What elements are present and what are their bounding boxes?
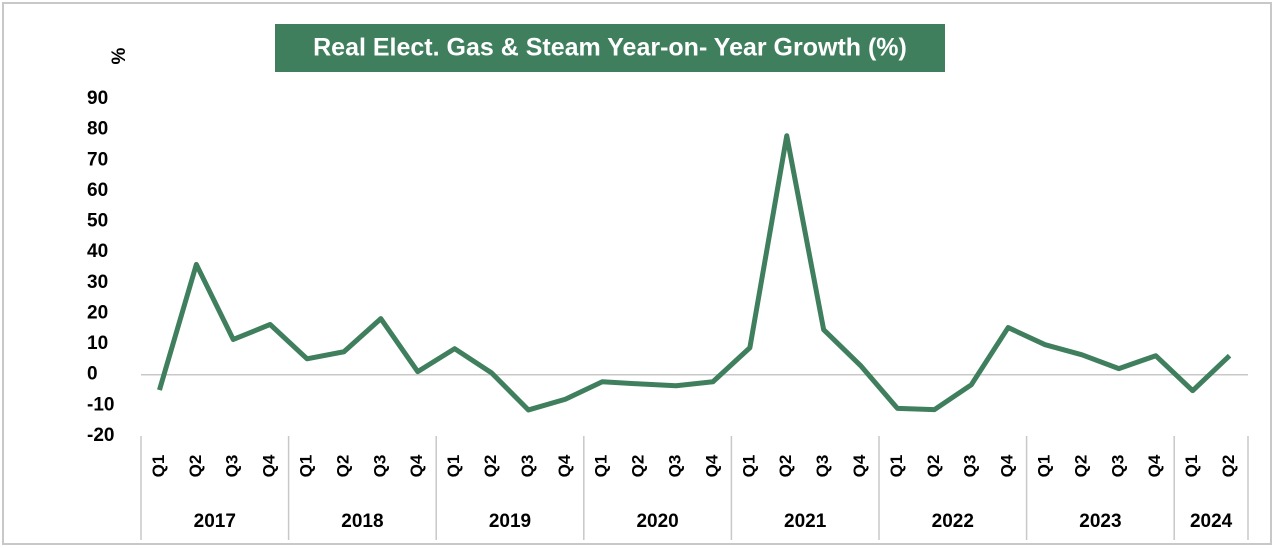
- y-tick-label: -20: [87, 425, 114, 446]
- x-tick-label: Q1: [149, 455, 168, 478]
- x-tick-label: Q1: [1035, 455, 1054, 478]
- x-tick-label: Q2: [333, 455, 352, 478]
- x-tick-label: Q1: [297, 455, 316, 478]
- y-tick-label: 50: [87, 211, 108, 232]
- x-tick-label: Q3: [666, 455, 685, 478]
- y-tick-label: 70: [87, 149, 108, 170]
- x-tick-label: Q1: [1182, 455, 1201, 478]
- y-tick-label: 10: [87, 333, 108, 354]
- x-tick-label: Q4: [260, 454, 279, 477]
- group-label: 2022: [932, 511, 974, 532]
- x-tick-label: Q3: [370, 455, 389, 478]
- group-label: 2023: [1079, 511, 1121, 532]
- x-tick-label: Q1: [739, 455, 758, 478]
- x-tick-label: Q1: [592, 455, 611, 478]
- x-tick-label: Q2: [481, 455, 500, 478]
- group-label: 2021: [784, 511, 827, 532]
- x-tick-label: Q3: [223, 455, 242, 478]
- x-tick-label: Q1: [887, 455, 906, 478]
- y-tick-label: 30: [87, 272, 108, 293]
- x-tick-label: Q4: [555, 454, 574, 477]
- x-tick-label: Q3: [961, 455, 980, 478]
- x-tick-label: Q2: [186, 455, 205, 478]
- x-tick-label: Q4: [407, 454, 426, 477]
- x-tick-label: Q4: [1145, 454, 1164, 477]
- y-tick-label: 40: [87, 241, 108, 262]
- x-tick-label: Q4: [998, 454, 1017, 477]
- group-label: 2020: [636, 511, 678, 532]
- y-tick-label: 80: [87, 119, 108, 140]
- y-axis-label: %: [109, 47, 130, 64]
- x-tick-label: Q2: [1071, 455, 1090, 478]
- y-tick-label: 90: [87, 88, 108, 109]
- y-tick-label: 0: [87, 364, 98, 385]
- y-tick-label: 20: [87, 302, 108, 323]
- x-tick-label: Q4: [702, 454, 721, 477]
- group-label: 2024: [1190, 511, 1233, 532]
- x-tick-label: Q3: [1108, 455, 1127, 478]
- y-tick-label: -10: [87, 394, 114, 415]
- y-tick-label: 60: [87, 180, 108, 201]
- chart-title: Real Elect. Gas & Steam Year-on- Year Gr…: [313, 34, 907, 62]
- x-tick-label: Q2: [924, 455, 943, 478]
- x-tick-label: Q2: [629, 455, 648, 478]
- x-tick-label: Q2: [776, 455, 795, 478]
- x-tick-label: Q3: [518, 455, 537, 478]
- data-line: [157, 133, 1232, 413]
- title-box: [275, 24, 945, 72]
- x-tick-label: Q4: [850, 454, 869, 477]
- x-tick-label: Q2: [1219, 455, 1238, 478]
- x-tick-label: Q1: [444, 455, 463, 478]
- group-label: 2017: [194, 511, 236, 532]
- x-tick-label: Q3: [813, 455, 832, 478]
- group-label: 2019: [489, 511, 531, 532]
- group-label: 2018: [341, 511, 383, 532]
